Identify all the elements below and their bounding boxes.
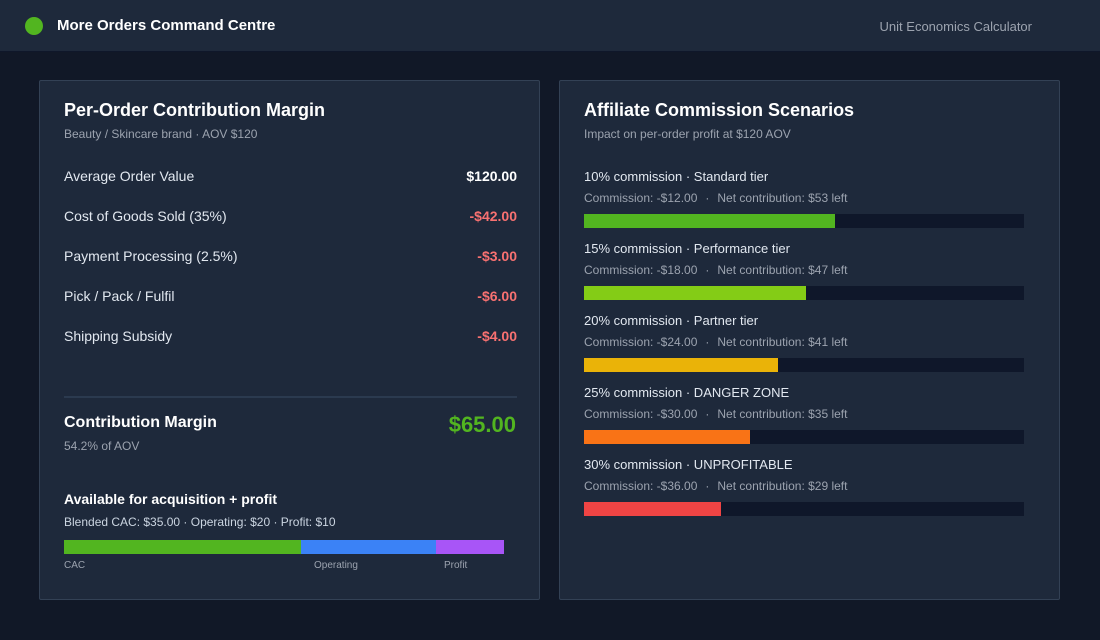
panel-title: Affiliate Commission Scenarios: [584, 100, 855, 120]
scenario-bar-fill: [584, 214, 835, 228]
scenario-bar-track: [584, 214, 1024, 228]
brand-status-dot-icon: [25, 17, 43, 35]
allocation-label-cac: CAC: [64, 560, 86, 571]
line-item-aov: Average Order Value $120.00: [64, 168, 517, 188]
line-item-value: $120.00: [466, 168, 517, 184]
affiliate-scenarios-panel: Affiliate Commission Scenarios Impact on…: [559, 80, 1060, 600]
line-item-label: Shipping Subsidy: [64, 328, 173, 344]
scenario-detail: Commission: -$30.00 · Net contribution: $3…: [584, 407, 847, 421]
scenario-row: 10% commission · Standard tier Commissio…: [584, 169, 1024, 231]
scenario-title: 10% commission · Standard tier: [584, 169, 769, 184]
scenario-commission: Commission: -$30.00: [584, 407, 698, 421]
separator: ·: [705, 191, 710, 205]
panel-subtitle: Impact on per-order profit at $120 AOV: [584, 127, 791, 141]
allocation-segment-profit: [436, 540, 504, 554]
allocation-stacked-bar: [64, 540, 504, 554]
scenario-row: 25% commission · DANGER ZONE Commission:…: [584, 385, 1024, 447]
scenario-detail: Commission: -$24.00 · Net contribution: $4…: [584, 335, 847, 349]
allocation-label-operating: Operating: [314, 560, 358, 571]
scenario-title: 25% commission · DANGER ZONE: [584, 385, 790, 400]
scenario-net: Net contribution: $35 left: [717, 407, 848, 421]
calculator-nav-link[interactable]: Unit Economics Calculator: [879, 19, 1032, 34]
line-item-fulfilment: Pick / Pack / Fulfil -$6.00: [64, 288, 517, 308]
line-item-label: Pick / Pack / Fulfil: [64, 288, 175, 304]
available-title: Available for acquisition + profit: [64, 491, 278, 507]
contribution-margin-panel: Per-Order Contribution Margin Beauty / S…: [39, 80, 540, 600]
separator: ·: [705, 335, 710, 349]
line-item-label: Cost of Goods Sold (35%): [64, 208, 227, 224]
panel-title: Per-Order Contribution Margin: [64, 100, 325, 120]
scenario-row: 20% commission · Partner tier Commission…: [584, 313, 1024, 375]
scenario-bar-track: [584, 430, 1024, 444]
scenario-title: 20% commission · Partner tier: [584, 313, 759, 328]
scenario-row: 15% commission · Performance tier Commis…: [584, 241, 1024, 303]
line-item-shipping-subsidy: Shipping Subsidy -$4.00: [64, 328, 517, 348]
allocation-label-profit: Profit: [444, 560, 468, 571]
separator: ·: [705, 263, 710, 277]
scenario-title: 30% commission · UNPROFITABLE: [584, 457, 793, 472]
available-breakdown: Blended CAC: $35.00 · Operating: $20 · P…: [64, 515, 336, 529]
scenario-bar-fill: [584, 430, 750, 444]
line-item-label: Average Order Value: [64, 168, 195, 184]
panel-subtitle: Beauty / Skincare brand · AOV $120: [64, 127, 258, 141]
scenario-detail: Commission: -$18.00 · Net contribution: $4…: [584, 263, 847, 277]
scenario-commission: Commission: -$36.00: [584, 479, 698, 493]
line-item-value: -$4.00: [477, 328, 517, 344]
scenario-commission: Commission: -$12.00: [584, 191, 698, 205]
line-item-value: -$3.00: [477, 248, 517, 264]
scenario-detail: Commission: -$36.00 · Net contribution: $2…: [584, 479, 847, 493]
scenario-title: 15% commission · Performance tier: [584, 241, 790, 256]
top-bar: More Orders Command Centre Unit Economic…: [0, 0, 1100, 52]
scenario-net: Net contribution: $29 left: [717, 479, 848, 493]
scenario-bar-fill: [584, 358, 778, 372]
scenario-row: 30% commission · UNPROFITABLE Commission…: [584, 457, 1024, 519]
allocation-segment-cac: [64, 540, 301, 554]
line-item-value: -$42.00: [469, 208, 517, 224]
scenario-net: Net contribution: $47 left: [717, 263, 848, 277]
scenario-net: Net contribution: $53 left: [717, 191, 848, 205]
scenario-commission: Commission: -$18.00: [584, 263, 698, 277]
scenario-commission: Commission: -$24.00: [584, 335, 698, 349]
scenario-bar-track: [584, 502, 1024, 516]
scenario-bar-fill: [584, 502, 721, 516]
line-item-label: Payment Processing (2.5%): [64, 248, 238, 264]
line-item-value: -$6.00: [477, 288, 517, 304]
scenario-detail: Commission: -$12.00 · Net contribution: $5…: [584, 191, 847, 205]
app-title: More Orders Command Centre: [57, 17, 276, 34]
scenario-net: Net contribution: $41 left: [717, 335, 848, 349]
divider: [64, 396, 517, 398]
contribution-margin-percent: 54.2% of AOV: [64, 439, 140, 453]
line-item-payment-processing: Payment Processing (2.5%) -$3.00: [64, 248, 517, 268]
scenario-bar-track: [584, 358, 1024, 372]
separator: ·: [705, 479, 710, 493]
separator: ·: [705, 407, 710, 421]
contribution-margin-value: $65.00: [448, 412, 516, 437]
line-item-cogs: Cost of Goods Sold (35%) -$42.00: [64, 208, 517, 228]
contribution-margin-title: Contribution Margin: [64, 414, 217, 431]
scenario-bar-fill: [584, 286, 806, 300]
scenario-bar-track: [584, 286, 1024, 300]
allocation-segment-operating: [301, 540, 436, 554]
